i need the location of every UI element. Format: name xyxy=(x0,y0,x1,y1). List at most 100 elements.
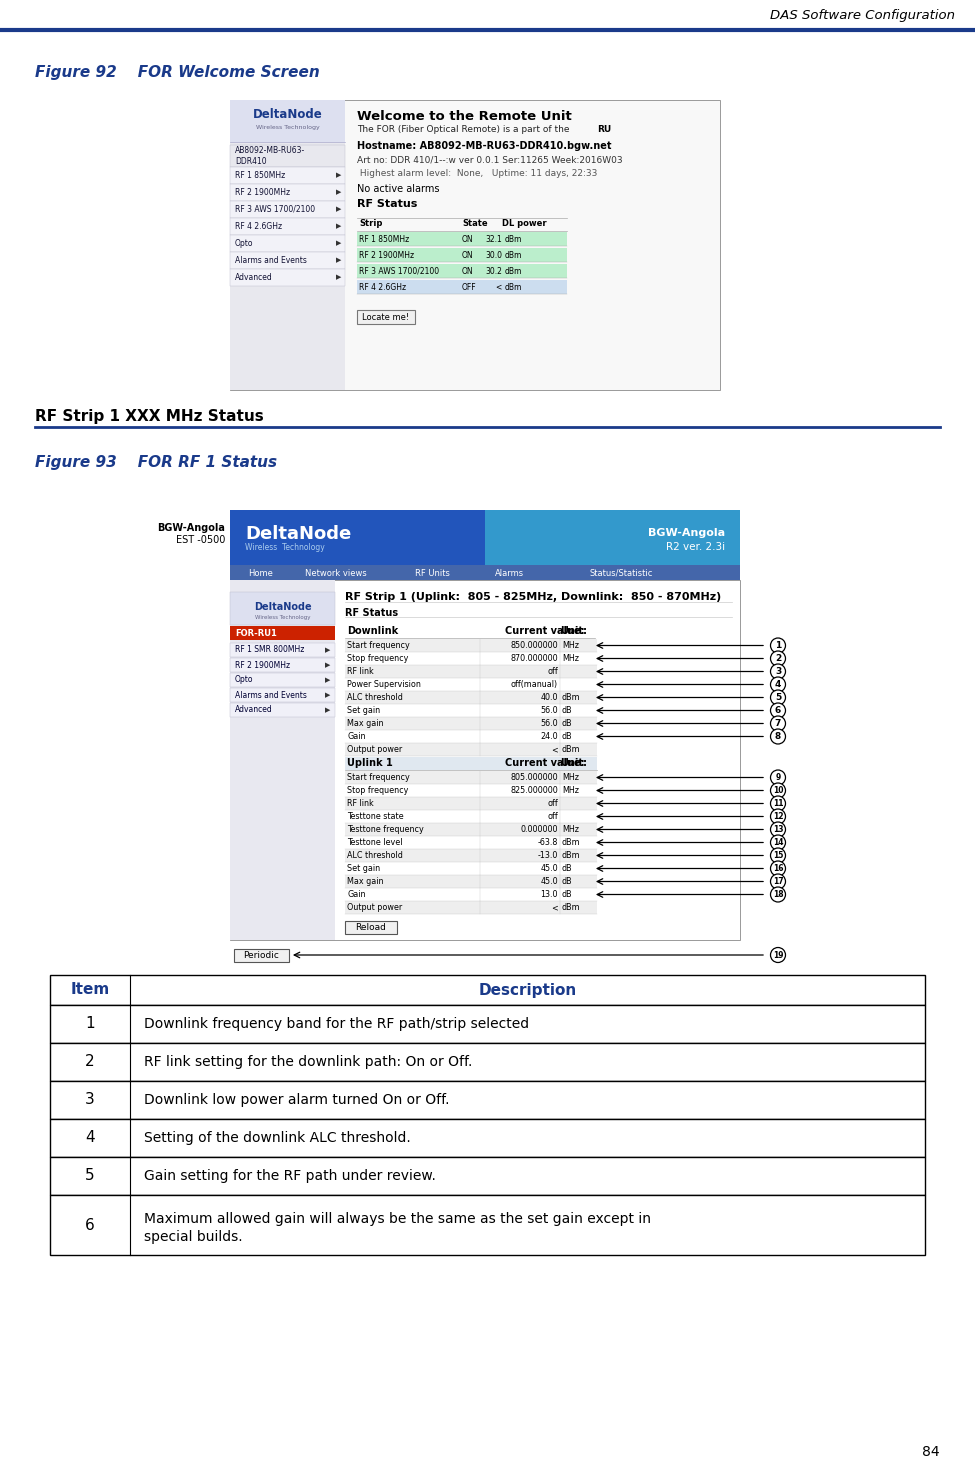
Text: ON: ON xyxy=(462,251,474,260)
Text: DL power: DL power xyxy=(502,220,547,229)
Text: 18: 18 xyxy=(772,890,783,899)
Text: 6: 6 xyxy=(775,706,781,714)
Bar xyxy=(345,810,597,823)
Text: Set gain: Set gain xyxy=(347,706,380,714)
Text: RF Strip 1 (Uplink:  805 - 825MHz, Downlink:  850 - 870MHz): RF Strip 1 (Uplink: 805 - 825MHz, Downli… xyxy=(345,593,722,601)
Text: dBm: dBm xyxy=(505,235,523,244)
Text: 2: 2 xyxy=(85,1055,95,1069)
Text: Strip: Strip xyxy=(359,220,382,229)
Text: Unit:: Unit: xyxy=(560,758,587,769)
Bar xyxy=(230,703,335,717)
Text: Alarms and Events: Alarms and Events xyxy=(235,691,307,700)
Text: 4: 4 xyxy=(85,1131,95,1146)
Circle shape xyxy=(770,729,786,744)
Text: dBm: dBm xyxy=(562,692,581,703)
Bar xyxy=(230,183,345,201)
Text: RF 2 1900MHz: RF 2 1900MHz xyxy=(235,660,291,669)
Text: ON: ON xyxy=(462,267,474,276)
Text: Start frequency: Start frequency xyxy=(347,773,409,782)
Text: 11: 11 xyxy=(773,800,783,808)
Text: off(manual): off(manual) xyxy=(511,681,558,689)
Text: 13.0: 13.0 xyxy=(540,890,558,899)
Text: Alarms: Alarms xyxy=(495,569,525,578)
Text: Wireless Technology: Wireless Technology xyxy=(255,126,320,131)
Circle shape xyxy=(770,808,786,824)
Bar xyxy=(50,1081,925,1119)
Text: RF 2 1900MHz: RF 2 1900MHz xyxy=(359,251,414,260)
Text: RF 1 SMR 800MHz: RF 1 SMR 800MHz xyxy=(235,645,304,654)
Text: ▶: ▶ xyxy=(336,189,341,195)
Bar xyxy=(345,797,597,810)
Text: RF link: RF link xyxy=(347,800,373,808)
Bar xyxy=(345,783,597,797)
Text: 850.000000: 850.000000 xyxy=(510,641,558,650)
Bar xyxy=(50,1157,925,1196)
Text: RF link setting for the downlink path: On or Off.: RF link setting for the downlink path: O… xyxy=(144,1055,472,1069)
Text: Wireless  Technology: Wireless Technology xyxy=(245,543,325,553)
Text: 5: 5 xyxy=(85,1169,95,1184)
Bar xyxy=(345,921,397,934)
Bar xyxy=(345,717,597,731)
Bar xyxy=(230,593,335,625)
Text: Testtone frequency: Testtone frequency xyxy=(347,824,424,835)
Bar xyxy=(345,888,597,901)
Text: ▶: ▶ xyxy=(326,707,331,713)
Text: <: < xyxy=(495,283,502,292)
Text: dBm: dBm xyxy=(505,251,523,260)
Text: Power Supervision: Power Supervision xyxy=(347,681,421,689)
Text: R2 ver. 2.3i: R2 ver. 2.3i xyxy=(666,541,725,552)
Text: Gain: Gain xyxy=(347,890,366,899)
Circle shape xyxy=(770,676,786,692)
Bar xyxy=(345,691,597,704)
Text: 4: 4 xyxy=(775,681,781,689)
Text: RF Units: RF Units xyxy=(415,569,449,578)
Text: 1: 1 xyxy=(85,1017,95,1031)
Text: MHz: MHz xyxy=(562,654,579,663)
Text: dBm: dBm xyxy=(505,267,523,276)
Text: Advanced: Advanced xyxy=(235,706,273,714)
Text: dB: dB xyxy=(562,877,572,886)
Text: dB: dB xyxy=(562,890,572,899)
Circle shape xyxy=(770,822,786,838)
Text: Uplink 1: Uplink 1 xyxy=(347,758,393,769)
Text: 1: 1 xyxy=(775,641,781,650)
Bar xyxy=(230,659,335,672)
Text: Start frequency: Start frequency xyxy=(347,641,409,650)
Text: The FOR (Fiber Optical Remote) is a part of the: The FOR (Fiber Optical Remote) is a part… xyxy=(357,126,575,135)
Bar xyxy=(485,511,740,565)
Text: 15: 15 xyxy=(773,851,783,860)
Bar xyxy=(345,874,597,888)
Text: -63.8: -63.8 xyxy=(537,838,558,846)
Text: ▶: ▶ xyxy=(326,647,331,653)
Text: dBm: dBm xyxy=(562,851,581,860)
Text: Downlink frequency band for the RF path/strip selected: Downlink frequency band for the RF path/… xyxy=(144,1017,529,1031)
Bar xyxy=(230,579,335,940)
Text: 3: 3 xyxy=(775,667,781,676)
Text: dBm: dBm xyxy=(562,745,581,754)
Bar xyxy=(345,704,597,717)
Bar xyxy=(345,863,597,874)
Text: off: off xyxy=(547,800,558,808)
Text: off: off xyxy=(547,813,558,822)
Bar xyxy=(50,1196,925,1254)
Text: 10: 10 xyxy=(773,786,783,795)
Text: ▶: ▶ xyxy=(336,274,341,280)
Text: 870.000000: 870.000000 xyxy=(510,654,558,663)
Text: 45.0: 45.0 xyxy=(540,864,558,873)
Bar xyxy=(230,579,740,940)
Text: ▶: ▶ xyxy=(326,676,331,684)
Bar xyxy=(50,1043,925,1081)
Text: <: < xyxy=(551,745,558,754)
Text: RF 3 AWS 1700/2100: RF 3 AWS 1700/2100 xyxy=(235,205,315,214)
Bar xyxy=(230,268,345,286)
Text: 12: 12 xyxy=(773,813,783,822)
Text: Current value:: Current value: xyxy=(505,758,585,769)
Text: dB: dB xyxy=(562,732,572,741)
Text: Highest alarm level:  None,   Uptime: 11 days, 22:33: Highest alarm level: None, Uptime: 11 da… xyxy=(357,170,598,179)
Text: ON: ON xyxy=(462,235,474,244)
Text: Opto: Opto xyxy=(235,239,254,248)
Text: 19: 19 xyxy=(773,951,783,959)
Text: 16: 16 xyxy=(773,864,783,873)
Text: ALC threshold: ALC threshold xyxy=(347,692,403,703)
Text: dBm: dBm xyxy=(562,838,581,846)
